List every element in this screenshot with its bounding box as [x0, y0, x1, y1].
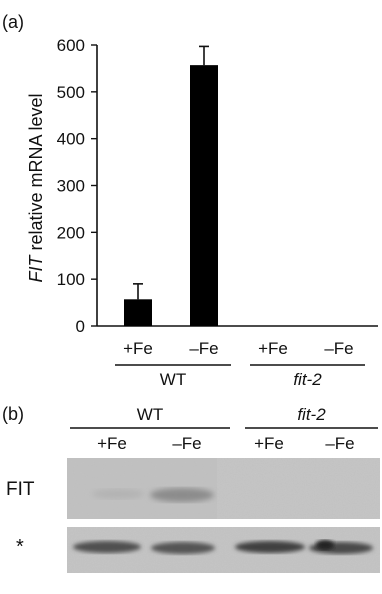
band-fit-wt-minusfe — [150, 488, 214, 502]
blot-lane-label: –Fe — [325, 434, 354, 453]
band-fit-wt-plusfe — [92, 489, 144, 499]
y-tick-label: 100 — [57, 270, 85, 289]
band-load-fit2-spot — [316, 540, 334, 550]
group-labels: WT fit-2 — [115, 364, 365, 389]
x-tick-label: +Fe — [258, 339, 288, 358]
y-tick-label: 600 — [57, 36, 85, 55]
bar — [190, 65, 218, 326]
bars — [124, 45, 218, 326]
y-tick-label: 400 — [57, 130, 85, 149]
x-tick-labels: +Fe –Fe +Fe –Fe — [123, 339, 354, 358]
blot-row-label-loading: * — [16, 536, 24, 558]
y-axis-label: FIT relative mRNA level — [26, 93, 46, 282]
y-tick-label: 0 — [76, 317, 85, 336]
blot-group-label: fit-2 — [297, 405, 326, 424]
blot-strip-fit — [67, 458, 380, 519]
x-tick-label: +Fe — [123, 339, 153, 358]
western-blot: WT fit-2 +Fe –Fe +Fe –Fe FIT * — [6, 405, 380, 573]
group-label: WT — [160, 370, 186, 389]
x-tick-label: –Fe — [324, 339, 353, 358]
blot-strip-loading — [67, 527, 380, 573]
panel-a-label: (a) — [2, 12, 24, 32]
blot-group-label: WT — [137, 405, 163, 424]
band-load-wt-plusfe — [73, 541, 141, 553]
y-tick-label: 200 — [57, 223, 85, 242]
band-load-fit2-plusfe — [235, 541, 305, 553]
y-axis-label-italic: FIT — [26, 254, 46, 283]
y-tick-label: 500 — [57, 83, 85, 102]
bar-chart: FIT relative mRNA level 0 100 200 300 400 500… — [26, 36, 378, 389]
blot-lane-label: +Fe — [254, 434, 284, 453]
y-tick-label: 300 — [57, 177, 85, 196]
bar — [124, 299, 152, 326]
blot-lane-labels: +Fe –Fe +Fe –Fe — [97, 434, 355, 453]
blot-lane-label: –Fe — [172, 434, 201, 453]
y-ticks: 0 100 200 300 400 500 600 — [57, 36, 97, 336]
panel-b-label: (b) — [2, 404, 24, 424]
blot-row-label-fit: FIT — [6, 479, 35, 500]
band-load-wt-minusfe — [151, 542, 215, 554]
blot-group-headers: WT fit-2 — [70, 405, 378, 429]
group-label: fit-2 — [293, 370, 322, 389]
blot-lane-label: +Fe — [97, 434, 127, 453]
y-axis-label-rest: relative mRNA level — [26, 93, 46, 255]
x-tick-label: –Fe — [189, 339, 218, 358]
